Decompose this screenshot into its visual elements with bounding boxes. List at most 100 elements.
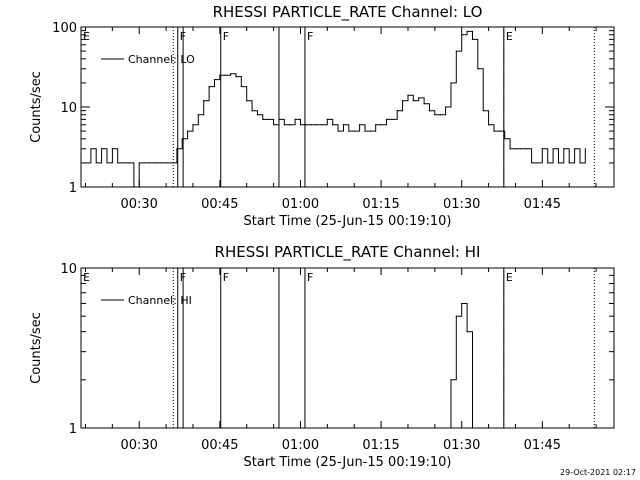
data-point bbox=[294, 118, 296, 120]
data-point bbox=[154, 162, 156, 164]
data-point bbox=[466, 30, 468, 33]
data-point bbox=[358, 124, 361, 126]
data-point bbox=[450, 379, 452, 381]
y-axis-label: Counts/sec bbox=[29, 312, 44, 384]
data-point bbox=[509, 148, 511, 150]
data-point bbox=[149, 162, 151, 164]
x-tick-label: 01:15 bbox=[362, 438, 399, 453]
data-point bbox=[203, 100, 205, 102]
data-point bbox=[272, 124, 275, 126]
x-axis-label: Start Time (25-Jun-15 00:19:10) bbox=[244, 455, 452, 470]
data-point bbox=[407, 94, 409, 96]
legend-label: Channel: HI bbox=[128, 294, 192, 307]
data-point bbox=[461, 302, 463, 305]
data-point bbox=[187, 130, 189, 132]
data-point bbox=[208, 85, 210, 88]
y-tick-label: 10 bbox=[60, 101, 77, 116]
x-tick-label: 00:45 bbox=[201, 438, 238, 453]
chart-title: RHESSI PARTICLE_RATE Channel: HI bbox=[215, 243, 481, 262]
plot-frame bbox=[80, 267, 615, 429]
data-point bbox=[170, 162, 173, 164]
data-point bbox=[326, 118, 328, 120]
data-point bbox=[573, 148, 576, 150]
marker-label: F bbox=[307, 30, 313, 43]
data-point bbox=[262, 118, 264, 120]
legend-label: Channel: LO bbox=[128, 53, 195, 66]
x-tick-label: 01:30 bbox=[443, 197, 480, 212]
data-point bbox=[197, 114, 199, 116]
data-point bbox=[332, 124, 334, 126]
data-point bbox=[493, 130, 495, 132]
data-point bbox=[246, 100, 248, 102]
data-point bbox=[369, 130, 371, 132]
data-point bbox=[455, 50, 457, 52]
x-tick-label: 01:00 bbox=[282, 438, 319, 453]
data-point bbox=[568, 162, 570, 164]
data-point bbox=[106, 162, 108, 164]
chart-title: RHESSI PARTICLE_RATE Channel: LO bbox=[213, 3, 483, 22]
x-axis-label: Start Time (25-Jun-15 00:19:10) bbox=[244, 214, 452, 229]
data-point bbox=[95, 162, 97, 164]
data-point bbox=[530, 162, 533, 164]
data-point bbox=[477, 68, 479, 70]
data-point bbox=[321, 124, 323, 126]
data-point bbox=[133, 186, 135, 188]
x-tick-label: 01:15 bbox=[362, 197, 399, 212]
data-point bbox=[90, 148, 92, 150]
data-point bbox=[541, 148, 543, 150]
data-point bbox=[444, 427, 447, 429]
data-point bbox=[224, 74, 226, 76]
data-point bbox=[84, 162, 87, 164]
x-tick-label: 00:30 bbox=[120, 438, 157, 453]
series-line bbox=[445, 303, 473, 429]
data-point bbox=[337, 130, 339, 132]
data-point bbox=[547, 162, 549, 164]
footer-timestamp: 29-Oct-2021 02:17 bbox=[560, 468, 636, 477]
data-point bbox=[315, 124, 318, 126]
data-point bbox=[428, 110, 431, 112]
data-point bbox=[520, 148, 522, 150]
data-point bbox=[305, 124, 307, 126]
data-point bbox=[353, 130, 355, 132]
data-point bbox=[557, 162, 560, 164]
data-point bbox=[504, 138, 506, 140]
data-point bbox=[235, 75, 237, 78]
data-point bbox=[579, 162, 581, 164]
x-tick-label: 01:30 bbox=[443, 438, 480, 453]
data-point bbox=[181, 138, 183, 140]
data-point bbox=[289, 124, 291, 126]
data-point bbox=[444, 106, 447, 108]
marker-label: F bbox=[223, 271, 229, 284]
data-point bbox=[176, 148, 178, 150]
data-point bbox=[160, 162, 162, 164]
data-point bbox=[525, 148, 527, 150]
marker-label: E bbox=[83, 271, 90, 284]
data-point bbox=[117, 162, 119, 164]
data-point bbox=[396, 110, 398, 112]
data-point bbox=[439, 114, 441, 116]
data-point bbox=[471, 427, 474, 429]
x-tick-label: 00:45 bbox=[201, 197, 238, 212]
data-point bbox=[219, 74, 221, 76]
data-point bbox=[461, 34, 463, 36]
marker-label: F bbox=[307, 271, 313, 284]
data-point bbox=[423, 103, 425, 105]
data-point bbox=[144, 162, 146, 164]
data-point bbox=[536, 162, 538, 164]
data-point bbox=[267, 118, 269, 120]
data-point bbox=[192, 124, 194, 126]
data-point bbox=[283, 124, 285, 126]
data-point bbox=[299, 124, 302, 126]
data-point bbox=[450, 82, 452, 84]
x-tick-label: 01:00 bbox=[282, 197, 319, 212]
x-tick-label: 01:45 bbox=[524, 197, 561, 212]
data-point bbox=[127, 162, 130, 164]
data-point bbox=[401, 100, 404, 102]
data-point bbox=[552, 148, 554, 150]
data-point bbox=[364, 130, 366, 132]
data-point bbox=[138, 162, 140, 164]
data-point bbox=[256, 114, 259, 116]
y-tick-label: 10 bbox=[60, 262, 77, 277]
